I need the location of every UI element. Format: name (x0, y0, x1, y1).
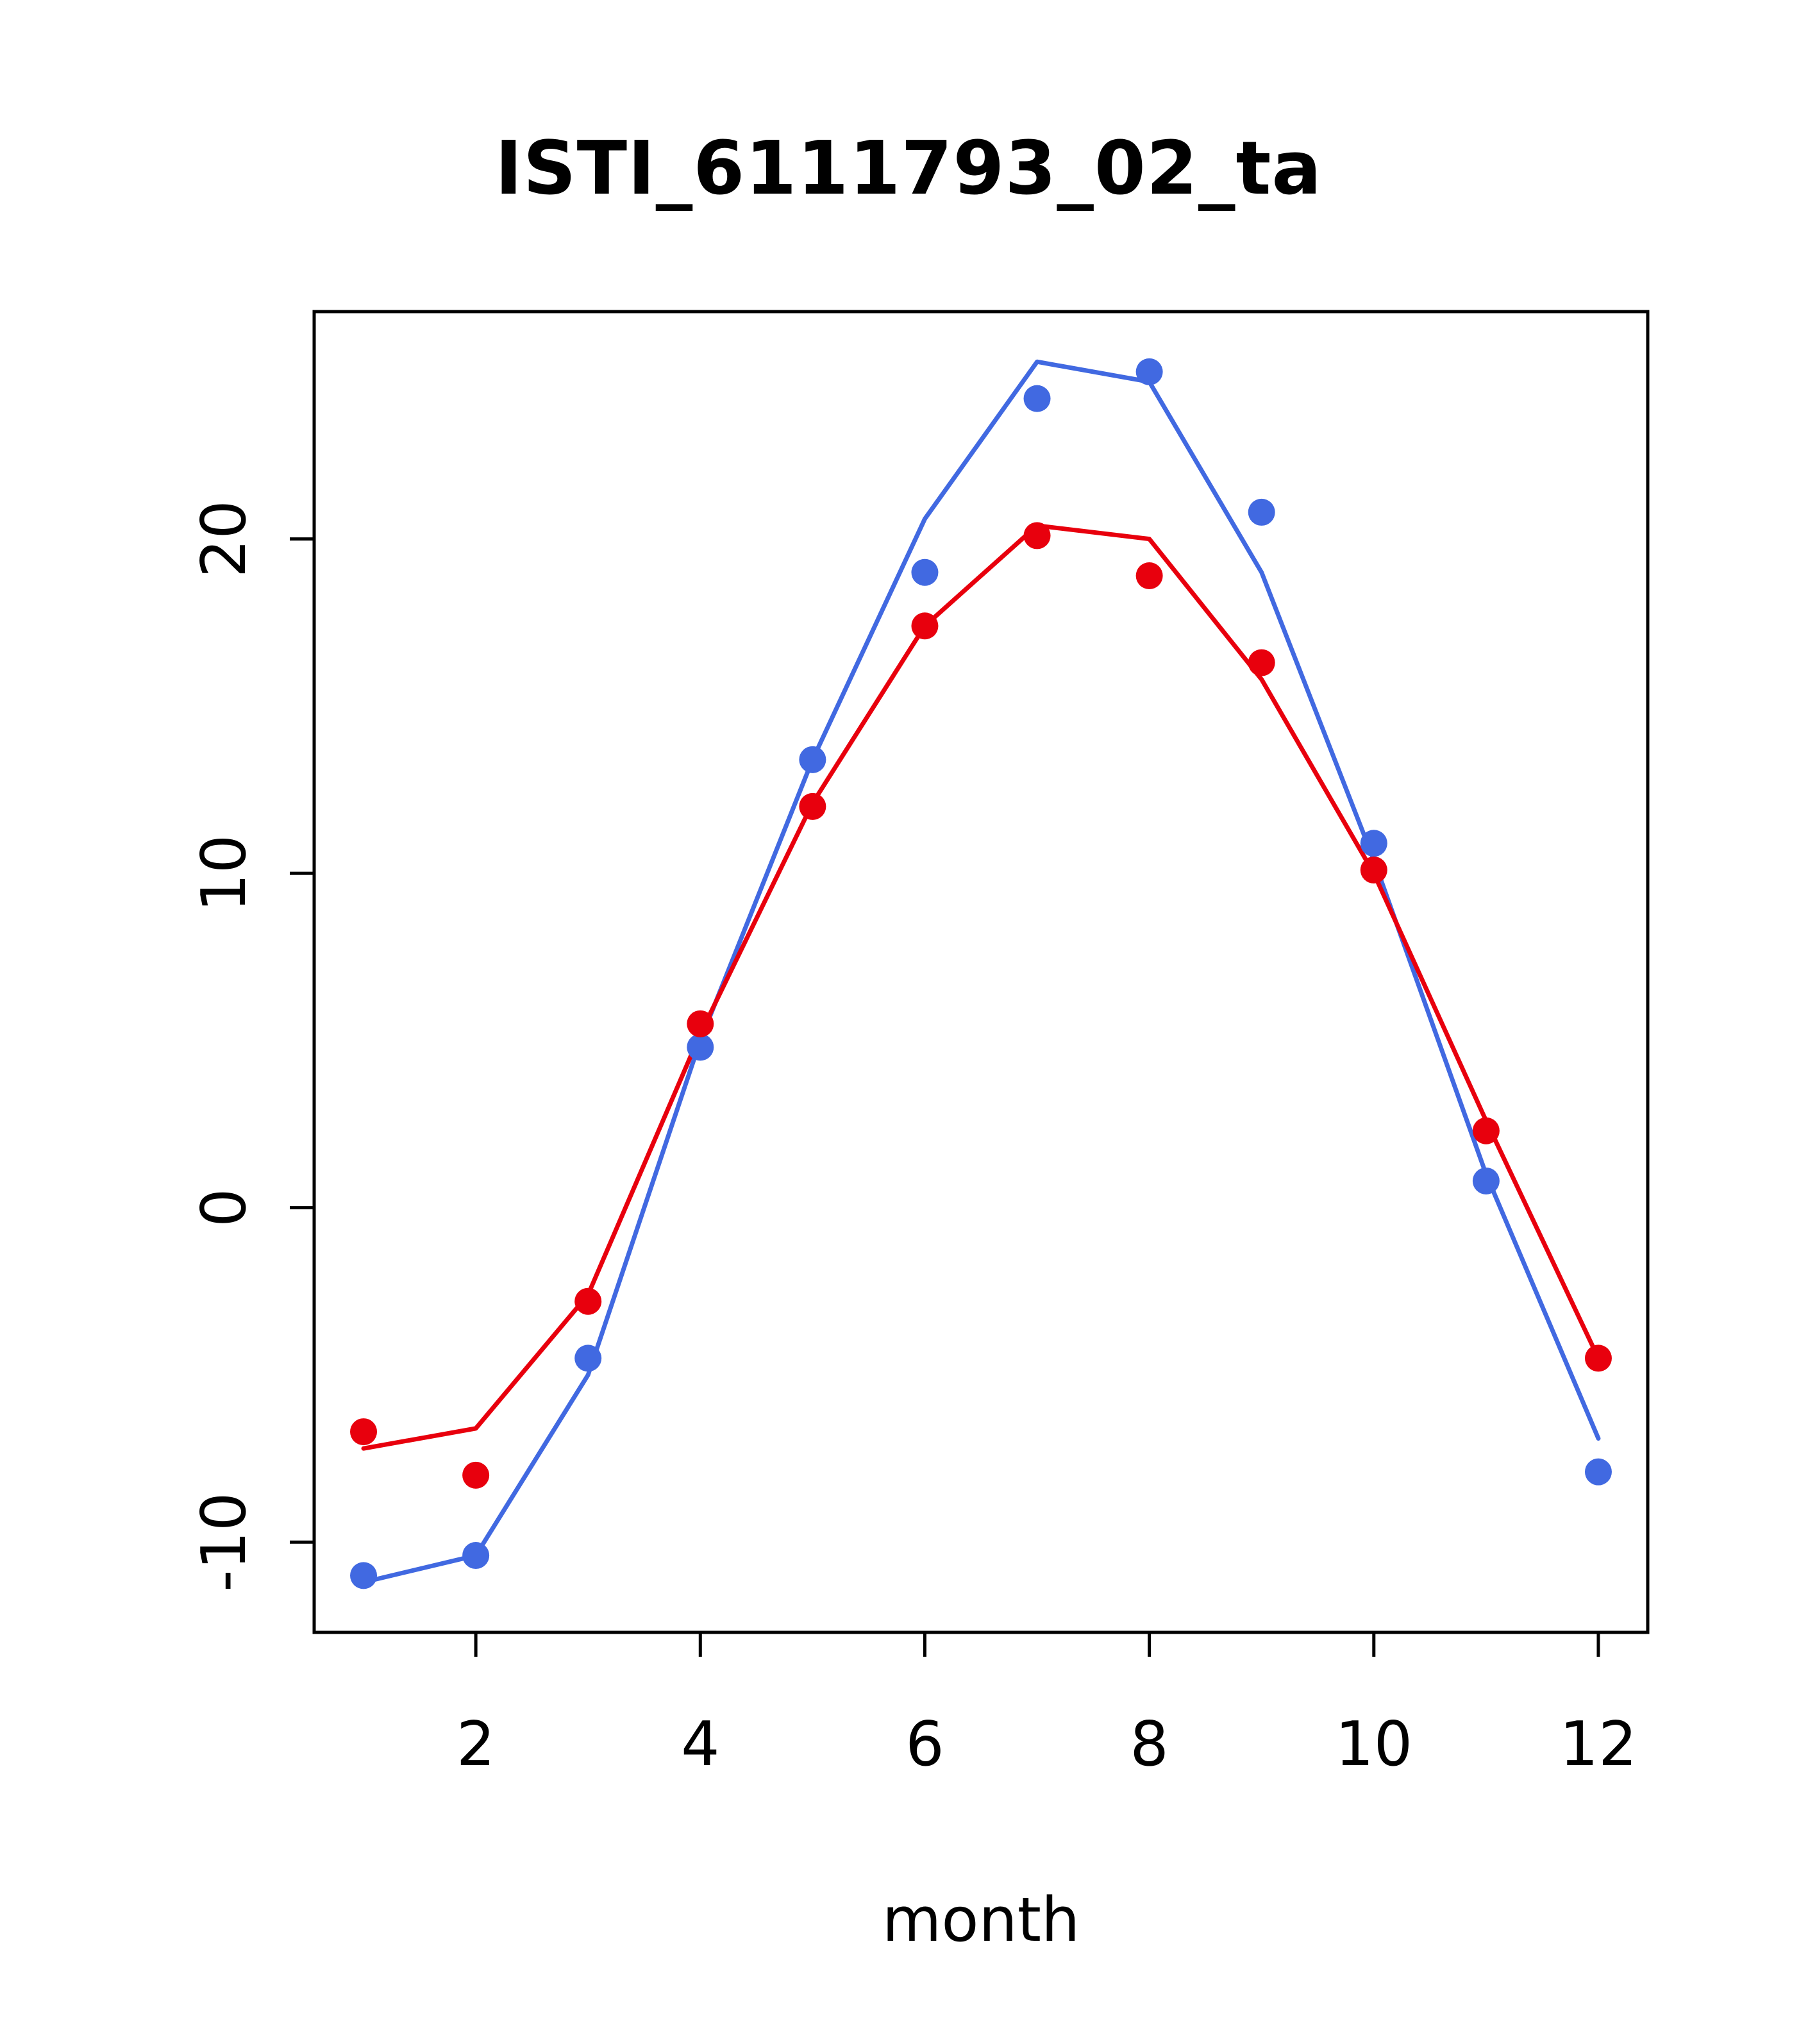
blue-points-marker (687, 1034, 714, 1061)
x-tick-label: 6 (905, 1709, 944, 1780)
blue-points-marker (1472, 1167, 1500, 1194)
x-tick-label: 12 (1560, 1709, 1637, 1780)
blue-points-marker (350, 1562, 378, 1589)
plot-frame (312, 310, 1650, 1634)
series-red-points (350, 522, 1612, 1489)
blue-points-marker (574, 1345, 602, 1372)
x-tick-label: 2 (456, 1709, 495, 1780)
red-line (361, 523, 1601, 1451)
y-tick-label: -10 (189, 1493, 260, 1592)
red-points-marker (799, 792, 826, 820)
y-axis-ticks: -10 0 10 20 (189, 500, 314, 1592)
red-points-marker (350, 1418, 378, 1446)
blue-points-marker (1360, 830, 1387, 857)
chart-title: ISTI_6111793_02_ta (494, 126, 1323, 212)
series-blue-line (361, 359, 1601, 1585)
blue-line (361, 359, 1601, 1585)
blue-points-marker (799, 746, 826, 773)
red-points-marker (462, 1461, 490, 1489)
red-points-marker (1584, 1345, 1612, 1372)
y-tick-label: 10 (189, 835, 260, 912)
x-axis-label: month (882, 1885, 1080, 1956)
red-points-marker (1472, 1117, 1500, 1144)
blue-points-marker (1248, 498, 1275, 526)
blue-points-marker (1023, 385, 1051, 412)
red-points-marker (911, 612, 939, 640)
x-tick-label: 4 (681, 1709, 719, 1780)
blue-points-marker (911, 558, 939, 586)
red-points-marker (1135, 562, 1163, 589)
x-tick-label: 8 (1130, 1709, 1168, 1780)
red-points-marker (1248, 649, 1275, 676)
red-points-marker (574, 1287, 602, 1315)
blue-points-marker (1135, 358, 1163, 385)
x-tick-label: 10 (1335, 1709, 1412, 1780)
blue-points-marker (462, 1542, 490, 1570)
x-axis-ticks: 2 4 6 8 10 12 (456, 1632, 1637, 1780)
series-blue-points (350, 358, 1612, 1589)
y-tick-label: 20 (189, 500, 260, 578)
red-points-marker (1023, 522, 1051, 549)
series-red-line (361, 523, 1601, 1451)
blue-points-marker (1584, 1458, 1612, 1486)
y-tick-label: 0 (189, 1188, 260, 1227)
red-points-marker (687, 1010, 714, 1037)
red-points-marker (1360, 856, 1387, 884)
